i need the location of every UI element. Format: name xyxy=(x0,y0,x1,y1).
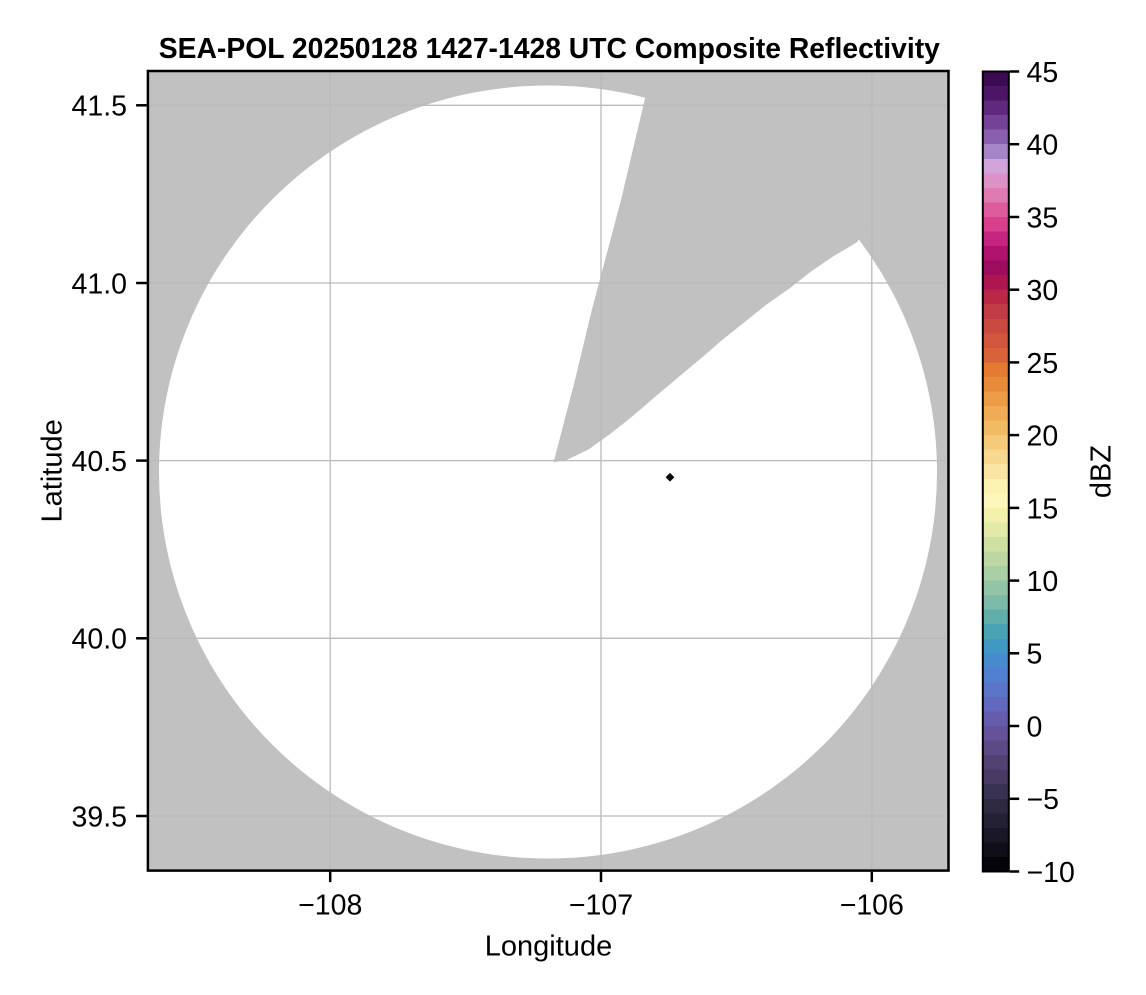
svg-text:30: 30 xyxy=(1027,275,1059,307)
svg-text:−10: −10 xyxy=(1027,857,1075,889)
svg-text:Latitude: Latitude xyxy=(36,419,68,522)
svg-text:40.0: 40.0 xyxy=(72,624,127,656)
svg-text:40.5: 40.5 xyxy=(72,446,127,478)
svg-text:39.5: 39.5 xyxy=(72,801,127,833)
svg-text:10: 10 xyxy=(1027,566,1059,598)
svg-text:−106: −106 xyxy=(840,890,904,922)
svg-text:−107: −107 xyxy=(569,890,633,922)
svg-text:Longitude: Longitude xyxy=(485,930,612,962)
svg-text:41.5: 41.5 xyxy=(72,91,127,123)
svg-text:15: 15 xyxy=(1027,493,1059,525)
svg-text:35: 35 xyxy=(1027,202,1059,234)
svg-text:SEA-POL 20250128 1427-1428 UTC: SEA-POL 20250128 1427-1428 UTC Composite… xyxy=(159,32,940,64)
svg-text:−5: −5 xyxy=(1027,784,1060,816)
svg-text:5: 5 xyxy=(1027,639,1043,671)
svg-text:0: 0 xyxy=(1027,711,1043,743)
svg-text:25: 25 xyxy=(1027,348,1059,380)
svg-text:−108: −108 xyxy=(298,890,362,922)
svg-text:41.0: 41.0 xyxy=(72,268,127,300)
svg-text:20: 20 xyxy=(1027,421,1059,453)
svg-text:dBZ: dBZ xyxy=(1085,445,1117,498)
svg-text:45: 45 xyxy=(1027,57,1059,89)
svg-text:40: 40 xyxy=(1027,130,1059,162)
